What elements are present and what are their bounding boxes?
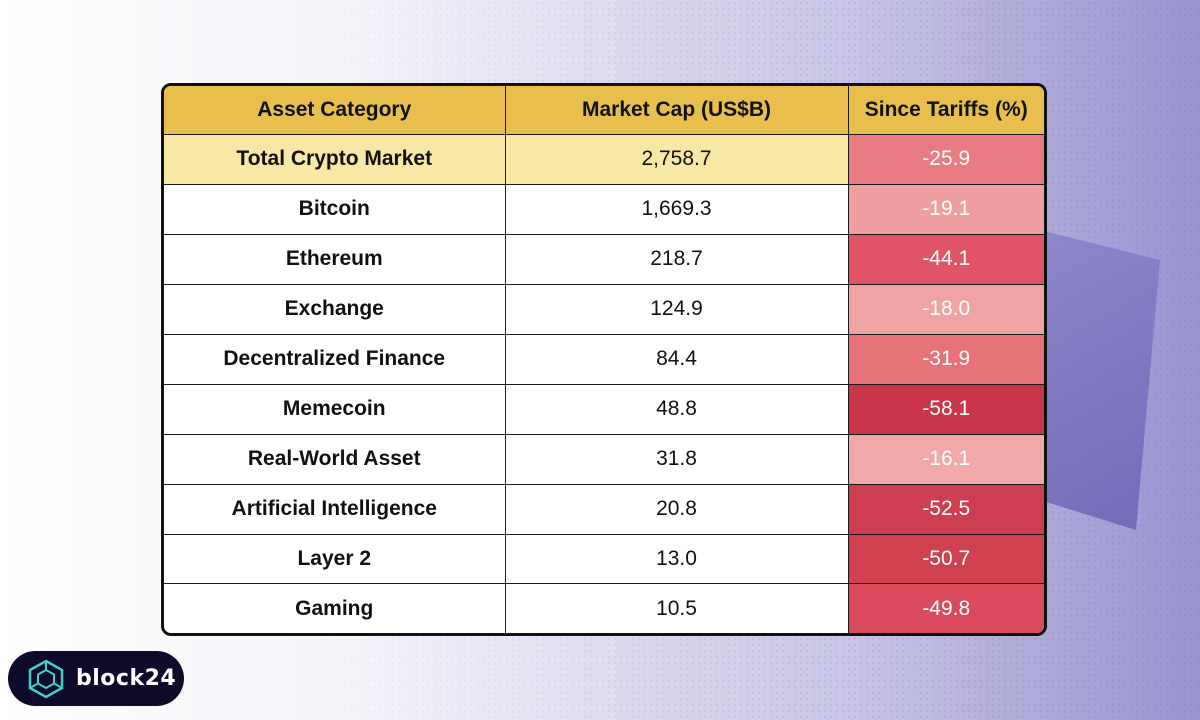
table-row: Artificial Intelligence 20.8 -52.5: [164, 483, 1044, 535]
since-tariffs-cell: -44.1: [847, 233, 1044, 285]
table-row: Layer 2 13.0 -50.7: [164, 533, 1044, 585]
brand-logo: block24: [8, 651, 184, 706]
market-cap-cell: 13.0: [504, 533, 849, 585]
market-table: Asset Category Market Cap (US$B) Since T…: [161, 83, 1047, 636]
since-tariffs-cell: -49.8: [847, 583, 1044, 633]
market-cap-cell: 1,669.3: [504, 183, 849, 235]
category-cell: Real-World Asset: [164, 433, 506, 485]
table-row: Total Crypto Market 2,758.7 -25.9: [164, 134, 1044, 185]
market-cap-cell: 124.9: [504, 283, 849, 335]
category-cell: Exchange: [164, 283, 506, 335]
since-tariffs-cell: -19.1: [847, 183, 1044, 235]
category-cell: Artificial Intelligence: [164, 483, 506, 535]
background-shape: [1040, 230, 1160, 530]
table-header-row: Asset Category Market Cap (US$B) Since T…: [164, 86, 1044, 135]
table-row: Memecoin 48.8 -58.1: [164, 383, 1044, 435]
since-tariffs-cell: -31.9: [847, 333, 1044, 385]
column-header-market-cap: Market Cap (US$B): [504, 86, 849, 135]
market-cap-cell: 2,758.7: [504, 134, 849, 185]
table-row: Decentralized Finance 84.4 -31.9: [164, 333, 1044, 385]
since-tariffs-cell: -25.9: [847, 134, 1044, 185]
since-tariffs-cell: -58.1: [847, 383, 1044, 435]
market-cap-cell: 48.8: [504, 383, 849, 435]
category-cell: Total Crypto Market: [164, 134, 506, 185]
category-cell: Memecoin: [164, 383, 506, 435]
since-tariffs-cell: -50.7: [847, 533, 1044, 585]
table-row: Real-World Asset 31.8 -16.1: [164, 433, 1044, 485]
table-row: Exchange 124.9 -18.0: [164, 283, 1044, 335]
table-row: Bitcoin 1,669.3 -19.1: [164, 183, 1044, 235]
category-cell: Bitcoin: [164, 183, 506, 235]
market-cap-cell: 218.7: [504, 233, 849, 285]
since-tariffs-cell: -52.5: [847, 483, 1044, 535]
market-cap-cell: 20.8: [504, 483, 849, 535]
category-cell: Decentralized Finance: [164, 333, 506, 385]
table-row: Gaming 10.5 -49.8: [164, 583, 1044, 633]
column-header-category: Asset Category: [164, 86, 506, 135]
cube-icon: [28, 659, 64, 698]
category-cell: Ethereum: [164, 233, 506, 285]
category-cell: Layer 2: [164, 533, 506, 585]
brand-name: block24: [76, 666, 177, 691]
market-cap-cell: 84.4: [504, 333, 849, 385]
market-cap-cell: 10.5: [504, 583, 849, 633]
since-tariffs-cell: -16.1: [847, 433, 1044, 485]
table-row: Ethereum 218.7 -44.1: [164, 233, 1044, 285]
since-tariffs-cell: -18.0: [847, 283, 1044, 335]
category-cell: Gaming: [164, 583, 506, 633]
market-cap-cell: 31.8: [504, 433, 849, 485]
column-header-since-tariffs: Since Tariffs (%): [847, 86, 1044, 135]
